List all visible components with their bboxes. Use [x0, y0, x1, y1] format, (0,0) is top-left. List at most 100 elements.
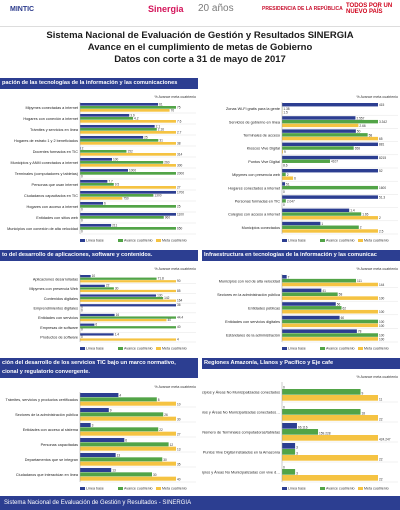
category-label: Municipios y Áreas No Municipalizadas co…: [202, 411, 280, 415]
legend-swatch: [80, 239, 85, 242]
data-label: 22: [159, 428, 163, 432]
bar-2: [80, 431, 176, 436]
data-label: 0: [81, 308, 83, 312]
data-label: 960: [165, 215, 171, 219]
data-label: 40: [177, 477, 181, 481]
bar-1: [80, 216, 164, 219]
data-label: 90: [177, 279, 181, 283]
data-label: 9: [284, 150, 286, 154]
section-band-4-line1: ción del desarrollo de los servicios TIC…: [2, 360, 176, 366]
bar-0: [80, 393, 119, 398]
chart-c2: % Avance meta cuatrienio Zonas Wi-Fi grat…: [226, 95, 399, 243]
data-label: 30: [153, 473, 157, 477]
bar-1: [80, 277, 157, 280]
data-label: 11: [379, 397, 383, 401]
bar-0: [80, 136, 144, 139]
data-label: 0: [81, 328, 83, 332]
data-label: 13: [117, 454, 121, 458]
pct-header: % Avance meta cuatrienio: [357, 95, 399, 99]
bar-1: [282, 185, 378, 190]
bar-0: [282, 302, 336, 306]
data-label: 25: [177, 204, 181, 208]
chart-c4: % Avance meta cuatrienio Municipios con r…: [217, 267, 398, 351]
bar-2: [282, 136, 378, 141]
data-label: 22: [106, 284, 110, 288]
data-label: 30: [177, 417, 181, 421]
data-label: 0: [283, 405, 285, 409]
data-label: 260: [164, 160, 170, 164]
legend-label: Línea base: [86, 239, 104, 243]
bar-0: [80, 313, 115, 317]
data-label: 44.4: [177, 315, 183, 319]
bar-0: [282, 315, 340, 320]
data-label: 2000: [177, 171, 184, 175]
data-label: 30: [163, 458, 167, 462]
data-label: 111: [357, 279, 362, 283]
data-label: 13: [112, 469, 116, 473]
category-label: Mipymes con presencia web: [232, 173, 280, 177]
bar-0: [80, 304, 176, 307]
bar-2: [80, 461, 176, 466]
bar-1: [282, 306, 342, 310]
bar-2: [80, 416, 176, 421]
legend-swatch: [282, 347, 287, 350]
pct-header: % Avance meta cuatrienio: [357, 375, 399, 379]
legend-label: Meta cuatrienio: [364, 239, 389, 243]
data-label: 1100: [177, 212, 184, 216]
bar-1: [80, 205, 176, 208]
category-label: Municipios conectados: [242, 226, 281, 230]
data-label: 70: [171, 108, 175, 112]
legend-label: Línea base: [288, 239, 306, 243]
legend-label: Avance cuatrienio: [124, 347, 153, 351]
data-label: 9.5: [115, 182, 120, 186]
bar-1: [282, 212, 362, 216]
category-label: Entidades públicas: [248, 307, 280, 311]
category-label: Entidades con servicios digitales: [225, 320, 280, 324]
category-label: Contenidos digitales: [44, 297, 78, 301]
legend-label: Meta cuatrienio: [162, 487, 187, 491]
legend-swatch: [118, 487, 123, 490]
pais-logo-line1: TODOS POR UN: [346, 3, 393, 9]
data-label: 6: [95, 323, 97, 327]
bar-0: [80, 158, 112, 161]
data-label: 650: [177, 226, 183, 230]
bar-0: [80, 333, 114, 336]
bar-0: [80, 125, 155, 128]
bar-0: [80, 275, 91, 278]
data-label: 30: [115, 286, 119, 290]
legend-label: Avance cuatrienio: [326, 347, 355, 351]
data-label: 3.342: [379, 120, 387, 124]
bar-0: [282, 103, 378, 107]
bar-2: [80, 289, 176, 293]
category-label: Departamentos que se integran: [25, 458, 78, 462]
bar-1: [80, 183, 114, 186]
bar-0: [282, 443, 296, 449]
bar-2: [282, 229, 378, 233]
data-label: 100: [379, 324, 385, 328]
bar-1: [282, 199, 286, 203]
pct-header: % Avance meta cuatrienio: [155, 267, 197, 271]
bar-0: [282, 221, 321, 226]
data-label: 2: [360, 226, 362, 230]
category-label: Entidades con acceso al sistema: [23, 428, 79, 432]
category-label: Mipymes con presencia Web: [29, 287, 78, 291]
category-label: Número de Terminales computadoras/tablet…: [202, 431, 280, 435]
category-label: Trámites y servicios en línea: [30, 128, 79, 132]
category-label: Puntos Vive Digital instalados en la Ama…: [203, 451, 281, 455]
data-label: 51.3: [379, 196, 385, 200]
bar-2: [80, 299, 176, 302]
data-label: 85: [177, 289, 181, 293]
bar-2: [80, 142, 176, 145]
legend-swatch: [156, 487, 161, 490]
bar-2: [282, 415, 378, 421]
legend-label: Línea base: [86, 487, 104, 491]
category-label: Trámites, servicios y productos certific…: [6, 398, 79, 402]
legend-label: Meta cuatrienio: [364, 347, 389, 351]
legend-swatch: [282, 239, 287, 242]
bar-0: [282, 195, 378, 199]
data-label: 22: [379, 457, 383, 461]
data-label: 100: [379, 320, 385, 324]
legend-swatch: [80, 487, 85, 490]
bar-0: [282, 275, 287, 279]
data-label: 10: [177, 402, 181, 406]
